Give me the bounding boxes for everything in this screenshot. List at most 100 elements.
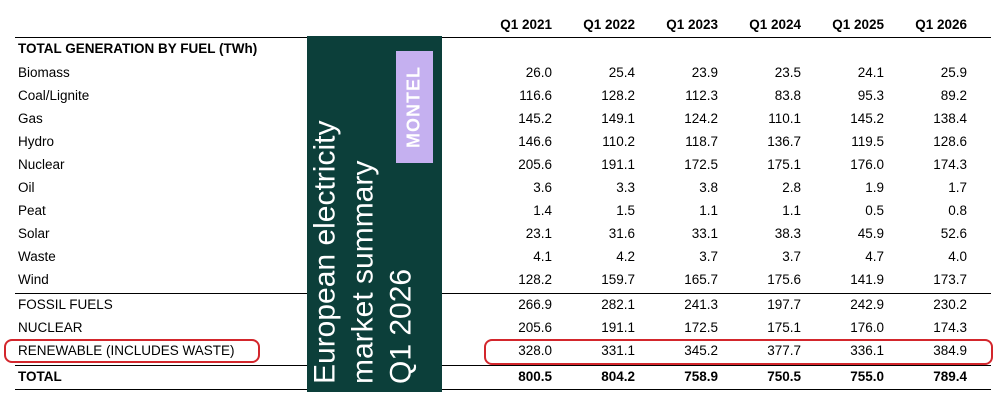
value-cell: 149.1 bbox=[601, 111, 635, 126]
value-cell: 23.9 bbox=[691, 65, 718, 80]
value-cell: 175.1 bbox=[767, 320, 801, 335]
row-label: Coal/Lignite bbox=[18, 88, 90, 103]
row-label: TOTAL bbox=[18, 369, 62, 384]
header-divider bbox=[15, 37, 991, 38]
value-cell: 4.1 bbox=[533, 249, 552, 264]
row-label: Nuclear bbox=[18, 157, 65, 172]
value-cell: 328.0 bbox=[518, 343, 552, 358]
value-cell: 4.0 bbox=[948, 249, 967, 264]
value-cell: 138.4 bbox=[933, 111, 967, 126]
row-label: Wind bbox=[18, 272, 49, 287]
brand-logo: MONTEL bbox=[403, 66, 424, 148]
value-cell: 197.7 bbox=[767, 297, 801, 312]
row-label: Gas bbox=[18, 111, 43, 126]
fuel-row: Oil 3.6 3.3 3.8 2.8 1.9 1.7 bbox=[0, 177, 1006, 199]
value-cell: 345.2 bbox=[684, 343, 718, 358]
summary-row: FOSSIL FUELS 266.9 282.1 241.3 197.7 242.9 230… bbox=[0, 294, 1006, 316]
value-cell: 26.0 bbox=[525, 65, 552, 80]
value-cell: 241.3 bbox=[684, 297, 718, 312]
fuel-row: Wind 128.2 159.7 165.7 175.6 141.9 173.7 bbox=[0, 269, 1006, 291]
row-label: RENEWABLE (INCLUDES WASTE) bbox=[18, 343, 235, 358]
section-title: TOTAL GENERATION BY FUEL (TWh) bbox=[18, 41, 258, 56]
value-cell: 112.3 bbox=[685, 88, 718, 103]
value-cell: 242.9 bbox=[850, 297, 884, 312]
value-cell: 128.2 bbox=[601, 88, 635, 103]
value-cell: 4.7 bbox=[865, 249, 884, 264]
value-cell: 191.1 bbox=[601, 157, 635, 172]
value-cell: 789.4 bbox=[933, 369, 967, 384]
value-cell: 25.9 bbox=[940, 65, 967, 80]
row-label: Oil bbox=[18, 180, 35, 195]
value-cell: 45.9 bbox=[857, 226, 884, 241]
value-cell: 800.5 bbox=[518, 369, 552, 384]
year-header: Q1 2023 bbox=[666, 17, 718, 32]
row-label: Solar bbox=[18, 226, 50, 241]
value-cell: 23.5 bbox=[774, 65, 801, 80]
value-cell: 1.5 bbox=[616, 203, 635, 218]
year-header: Q1 2025 bbox=[832, 17, 884, 32]
value-cell: 1.7 bbox=[948, 180, 967, 195]
value-cell: 52.6 bbox=[940, 226, 967, 241]
value-cell: 3.3 bbox=[616, 180, 635, 195]
value-cell: 3.7 bbox=[699, 249, 718, 264]
fuel-row: Hydro 146.6 110.2 118.7 136.7 119.5 128.6 bbox=[0, 131, 1006, 153]
value-cell: 175.6 bbox=[767, 272, 801, 287]
value-cell: 173.7 bbox=[933, 272, 967, 287]
brand-badge bbox=[396, 51, 433, 163]
value-cell: 95.3 bbox=[857, 88, 884, 103]
fuel-row: Waste 4.1 4.2 3.7 3.7 4.7 4.0 bbox=[0, 246, 1006, 268]
value-cell: 1.1 bbox=[782, 203, 801, 218]
row-label: NUCLEAR bbox=[18, 320, 83, 335]
row-label: Peat bbox=[18, 203, 46, 218]
value-cell: 4.2 bbox=[616, 249, 635, 264]
value-cell: 0.8 bbox=[948, 203, 967, 218]
value-cell: 331.1 bbox=[601, 343, 635, 358]
value-cell: 141.9 bbox=[850, 272, 884, 287]
value-cell: 1.9 bbox=[865, 180, 884, 195]
value-cell: 282.1 bbox=[601, 297, 635, 312]
value-cell: 31.6 bbox=[608, 226, 635, 241]
fuel-row: Peat 1.4 1.5 1.1 1.1 0.5 0.8 bbox=[0, 200, 1006, 222]
row-label: Biomass bbox=[18, 65, 70, 80]
value-cell: 110.1 bbox=[768, 111, 801, 126]
fuel-row: Solar 23.1 31.6 33.1 38.3 45.9 52.6 bbox=[0, 223, 1006, 245]
total-divider bbox=[15, 365, 991, 366]
value-cell: 136.7 bbox=[767, 134, 801, 149]
summary-row: RENEWABLE (INCLUDES WASTE) 328.0 331.1 345.… bbox=[0, 340, 1006, 362]
value-cell: 755.0 bbox=[850, 369, 884, 384]
year-header: Q1 2024 bbox=[749, 17, 801, 32]
bottom-rule bbox=[15, 389, 991, 390]
value-cell: 159.7 bbox=[601, 272, 635, 287]
value-cell: 124.2 bbox=[684, 111, 718, 126]
value-cell: 83.8 bbox=[774, 88, 801, 103]
total-row: TOTAL 800.5 804.2 758.9 750.5 755.0 789.4 bbox=[0, 366, 1006, 388]
value-cell: 1.1 bbox=[699, 203, 718, 218]
row-label: FOSSIL FUELS bbox=[18, 297, 113, 312]
value-cell: 145.2 bbox=[518, 111, 552, 126]
value-cell: 336.1 bbox=[850, 343, 884, 358]
value-cell: 205.6 bbox=[518, 157, 552, 172]
value-cell: 118.7 bbox=[685, 134, 718, 149]
value-cell: 0.5 bbox=[865, 203, 884, 218]
value-cell: 377.7 bbox=[767, 343, 801, 358]
section-title-row: TOTAL GENERATION BY FUEL (TWh) bbox=[0, 38, 1006, 60]
value-cell: 175.1 bbox=[767, 157, 801, 172]
report-title-line: market summary bbox=[346, 160, 380, 384]
value-cell: 750.5 bbox=[767, 369, 801, 384]
value-cell: 205.6 bbox=[518, 320, 552, 335]
value-cell: 174.3 bbox=[933, 320, 967, 335]
summary-divider bbox=[15, 293, 991, 294]
renewable-label-highlight bbox=[4, 339, 260, 363]
value-cell: 230.2 bbox=[933, 297, 967, 312]
value-cell: 24.1 bbox=[857, 65, 884, 80]
fuel-row: Gas 145.2 149.1 124.2 110.1 145.2 138.4 bbox=[0, 108, 1006, 130]
value-cell: 89.2 bbox=[940, 88, 967, 103]
value-cell: 23.1 bbox=[525, 226, 552, 241]
value-cell: 172.5 bbox=[684, 320, 718, 335]
value-cell: 165.7 bbox=[684, 272, 718, 287]
value-cell: 1.4 bbox=[533, 203, 552, 218]
fuel-row: Nuclear 205.6 191.1 172.5 175.1 176.0 174.3 bbox=[0, 154, 1006, 176]
value-cell: 3.6 bbox=[533, 180, 552, 195]
row-label: Waste bbox=[18, 249, 56, 264]
value-cell: 128.2 bbox=[518, 272, 552, 287]
